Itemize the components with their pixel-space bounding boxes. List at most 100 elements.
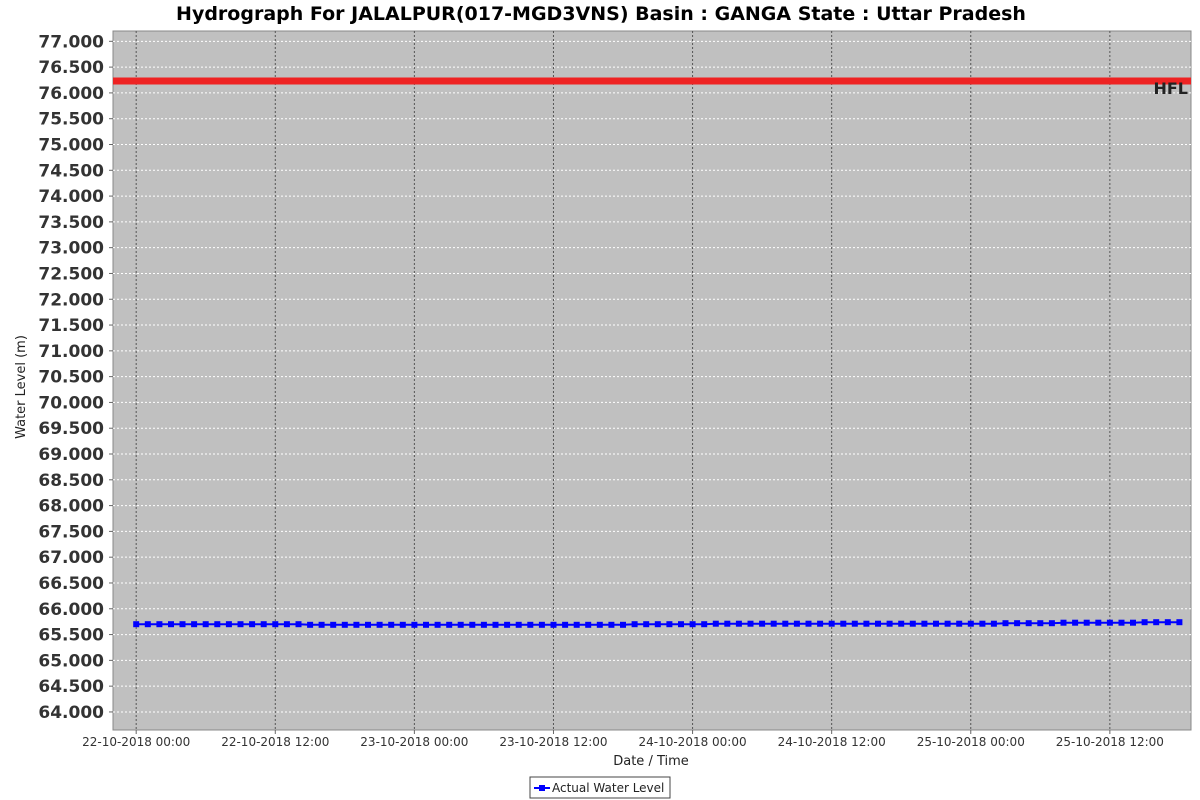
data-point [1106,619,1113,626]
data-point [956,620,963,627]
chart-title: Hydrograph For JALALPUR(017-MGD3VNS) Bas… [176,3,1026,25]
data-point [979,620,986,627]
data-point [654,621,661,628]
data-point [272,621,279,628]
x-tick-label: 24-10-2018 12:00 [778,735,886,749]
data-point [318,621,325,628]
data-point [365,621,371,628]
data-point [805,620,812,627]
data-point [944,620,951,627]
data-point [1130,619,1136,626]
data-point [388,621,395,628]
data-point [782,620,789,627]
data-point [1048,620,1055,627]
data-point [538,621,545,628]
data-point [133,621,140,628]
data-point [295,621,302,628]
data-point [921,620,928,627]
data-point [434,621,441,628]
data-point [1060,619,1067,626]
data-point [515,621,522,628]
data-point [202,621,209,628]
data-point [898,620,905,627]
data-point [770,620,777,627]
data-point [353,621,360,628]
data-point [504,621,511,628]
data-point [840,620,847,627]
data-point [411,621,418,628]
data-point [376,621,383,628]
x-axis-label: Date / Time [613,754,689,769]
y-tick-label: 76.500 [38,58,104,78]
plot-area [112,30,1192,731]
y-tick-label: 66.500 [38,574,104,594]
y-tick-label: 73.000 [38,239,104,259]
reference-lines: HFL [113,77,1191,98]
data-point [678,621,684,628]
data-point [341,621,348,628]
x-tick-label: 23-10-2018 12:00 [499,735,607,749]
data-point [643,621,650,628]
data-point [550,621,557,628]
y-tick-label: 71.500 [38,316,104,336]
x-tick-label: 22-10-2018 12:00 [221,735,329,749]
y-tick-label: 68.500 [38,471,104,491]
data-point [817,620,824,627]
data-point [735,620,742,627]
y-tick-label: 64.000 [38,703,104,723]
data-point [967,620,974,627]
y-tick-label: 72.000 [38,290,104,310]
y-tick-label: 65.500 [38,626,104,646]
y-tick-label: 69.000 [38,445,104,465]
data-point [283,621,290,628]
y-axis-ticks: 77.000 76.500 76.000 75.500 75.000 74.500 74.0… [38,32,113,723]
data-point [573,621,580,628]
y-tick-label: 72.500 [38,264,104,284]
data-point [260,621,267,628]
data-point [144,621,151,628]
data-point [457,621,464,628]
data-point [863,620,870,627]
x-gridlines [135,31,1111,730]
y-tick-label: 64.500 [38,677,104,697]
data-point [1141,619,1148,626]
data-point [330,621,337,628]
data-point [168,621,174,628]
data-point [851,620,858,627]
y-tick-label: 65.000 [38,651,104,671]
data-point [886,620,893,627]
data-point [666,621,673,628]
hfl-label: HFL [1153,79,1188,98]
data-point [724,620,731,627]
y-tick-label: 71.000 [38,342,104,362]
y-tick-label: 75.500 [38,110,104,130]
x-tick-label: 25-10-2018 12:00 [1056,735,1164,749]
data-point [527,621,534,628]
y-tick-label: 70.000 [38,393,104,413]
data-point [179,621,186,628]
data-point [237,621,244,628]
data-point [1153,619,1160,626]
y-tick-label: 77.000 [38,32,104,52]
legend-box [529,776,671,799]
data-point [1002,620,1009,627]
data-point [828,620,835,627]
data-point [1176,619,1183,626]
y-tick-label: 66.000 [38,600,104,620]
x-axis-ticks: 22-10-2018 00:00 22-10-2018 12:00 23-10-20… [82,730,1164,749]
x-tick-label: 23-10-2018 00:00 [360,735,468,749]
data-point [689,621,696,628]
data-point [214,621,221,628]
data-point [480,621,487,628]
y-tick-label: 69.500 [38,419,104,439]
y-tick-label: 76.000 [38,84,104,104]
data-point [793,620,800,627]
data-point [492,621,499,628]
data-point [933,620,939,627]
data-point [562,621,569,628]
data-point [307,621,314,628]
legend-series-label: Actual Water Level [552,781,664,795]
data-point [1095,619,1102,626]
data-point [712,620,719,627]
